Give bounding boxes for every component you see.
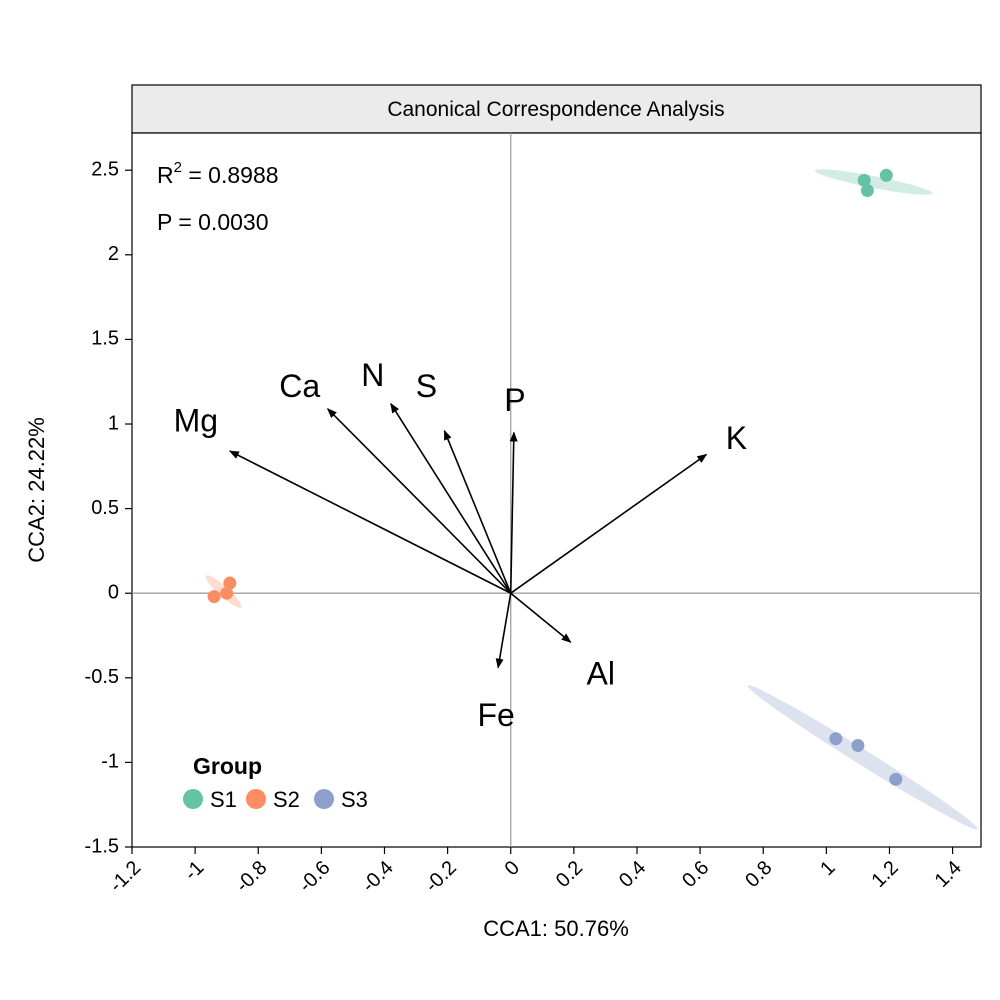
point-s1-3 xyxy=(860,184,874,198)
arrow-label-k: K xyxy=(726,420,747,456)
sample-points xyxy=(207,168,903,786)
arrow-label-s: S xyxy=(416,368,437,404)
environment-arrows xyxy=(228,402,708,669)
point-s3-1 xyxy=(829,732,843,746)
point-s1-1 xyxy=(857,173,871,187)
point-s2-1 xyxy=(223,576,237,590)
y-tick-label: -1 xyxy=(101,751,119,773)
y-tick-label: 1.5 xyxy=(91,328,119,350)
x-tick-label: -0.8 xyxy=(232,857,272,897)
p-value-annotation: P = 0.0030 xyxy=(157,209,269,235)
x-tick-label: 0.8 xyxy=(741,857,776,892)
arrow-al xyxy=(510,592,572,643)
arrow-mg xyxy=(228,450,512,594)
x-tick-label: 0.2 xyxy=(552,857,587,892)
legend-title: Group xyxy=(193,753,262,779)
arrow-n xyxy=(390,402,512,594)
x-tick-label: -0.6 xyxy=(295,857,335,897)
point-s3-3 xyxy=(889,772,903,786)
y-tick-label: -0.5 xyxy=(85,666,119,688)
y-axis-title: CCA2: 24.22% xyxy=(24,417,49,563)
x-tick-label: 0 xyxy=(501,857,524,880)
r-squared-value: = 0.8988 xyxy=(182,162,279,188)
reference-lines xyxy=(132,133,981,847)
arrow-labels: Mg Ca N S P K Al Fe xyxy=(174,357,747,733)
x-axis: -1.2 -1 -0.8 -0.6 -0.4 -0.2 0 0.2 0.4 0.6 0.8 1 1.2 1… xyxy=(105,847,966,897)
y-tick-label: 2 xyxy=(108,243,119,265)
point-s2-2 xyxy=(207,590,221,604)
y-tick-label: 0.5 xyxy=(91,497,119,519)
legend-label-s3: S3 xyxy=(341,787,368,812)
x-tick-label: 1.2 xyxy=(868,857,903,892)
r-squared-superscript: 2 xyxy=(174,159,182,176)
point-s2-3 xyxy=(220,586,234,600)
arrow-s xyxy=(443,429,512,594)
y-tick-label: 1 xyxy=(108,412,119,434)
r-squared-prefix: R xyxy=(157,162,174,188)
arrow-label-ca: Ca xyxy=(279,368,320,404)
x-tick-label: 1.4 xyxy=(931,857,966,892)
y-tick-label: -1.5 xyxy=(85,835,119,857)
r-squared-annotation: R2 = 0.8988 xyxy=(157,159,279,188)
x-tick-label: 1 xyxy=(816,857,839,880)
arrow-p xyxy=(509,431,518,594)
x-tick-label: 0.4 xyxy=(615,857,650,892)
x-tick-label: 0.6 xyxy=(678,857,713,892)
arrow-label-p: P xyxy=(504,382,525,418)
arrow-label-n: N xyxy=(361,357,384,393)
arrow-fe xyxy=(495,593,512,669)
title-strip xyxy=(131,84,982,134)
point-s1-2 xyxy=(879,168,893,182)
x-tick-label: -0.2 xyxy=(421,857,461,897)
arrow-label-fe: Fe xyxy=(477,697,514,733)
arrow-k xyxy=(510,453,708,594)
x-tick-label: -1 xyxy=(180,857,208,885)
chart-title: Canonical Correspondence Analysis xyxy=(387,98,724,121)
y-tick-label: 0 xyxy=(108,581,119,603)
x-axis-title: CCA1: 50.76% xyxy=(483,916,629,941)
x-tick-label: -0.4 xyxy=(358,857,398,897)
ellipse-s3 xyxy=(747,685,978,830)
x-tick-label: -1.2 xyxy=(105,857,145,897)
arrow-label-al: Al xyxy=(586,656,614,692)
y-axis: 2.5 2 1.5 1 0.5 0 -0.5 -1 -1.5 xyxy=(85,159,132,857)
plot-panel xyxy=(131,132,982,848)
legend-label-s1: S1 xyxy=(210,787,237,812)
legend-swatch-s3 xyxy=(314,789,334,809)
legend-label-s2: S2 xyxy=(273,787,300,812)
legend-swatch-s2 xyxy=(246,789,266,809)
y-tick-label: 2.5 xyxy=(91,159,119,181)
point-s3-2 xyxy=(851,738,865,752)
legend: Group S1 S2 S3 xyxy=(183,753,368,812)
legend-swatch-s1 xyxy=(183,789,203,809)
arrow-label-mg: Mg xyxy=(174,403,218,439)
ellipse-s1 xyxy=(814,169,933,195)
arrow-ca xyxy=(326,408,512,594)
